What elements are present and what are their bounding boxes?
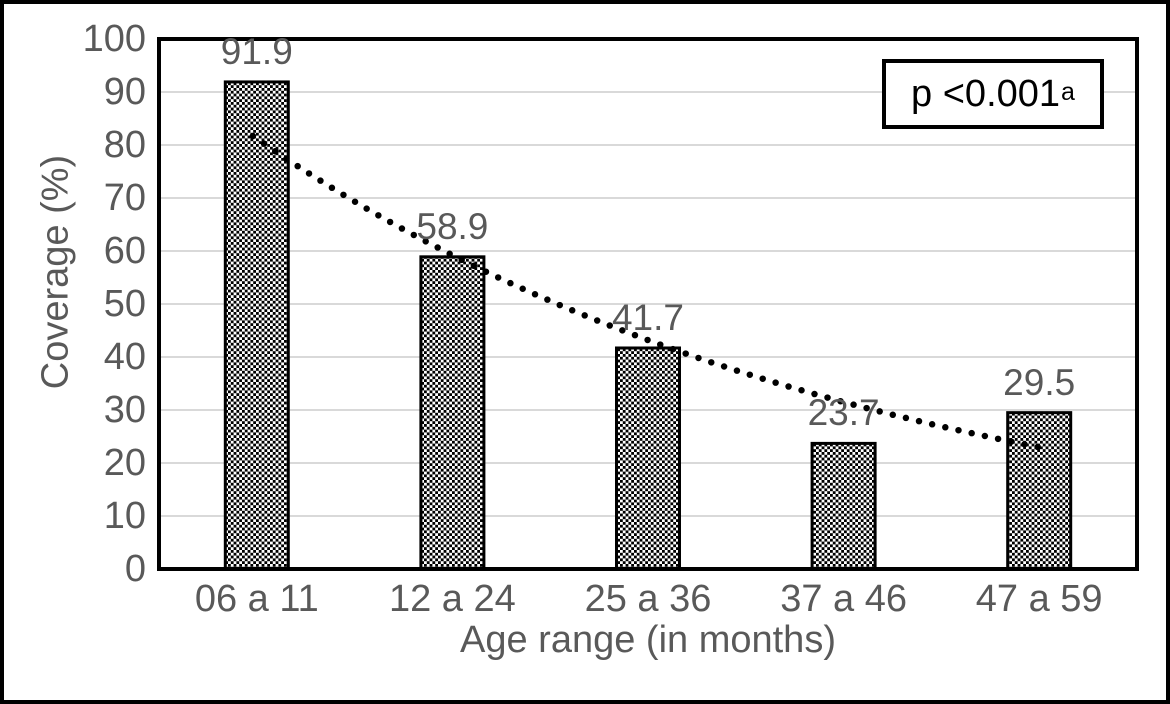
y-tick-label: 50 (103, 283, 146, 325)
y-tick-label: 0 (124, 548, 146, 590)
bar (1006, 411, 1073, 571)
y-tick-label: 80 (103, 124, 146, 166)
x-category-label: 12 a 24 (388, 578, 516, 620)
y-tick-label: 100 (82, 18, 146, 60)
x-axis-title: Age range (in months) (460, 619, 836, 661)
plot-area (157, 37, 1139, 571)
x-category-label: 47 a 59 (975, 578, 1103, 620)
p-value-text: p <0.001 (911, 73, 1061, 115)
bar-value-label: 91.9 (220, 30, 293, 72)
bar-value-label: 29.5 (1003, 361, 1076, 403)
bar-value-label: 23.7 (807, 392, 880, 434)
p-value-box: p <0.001 a (882, 59, 1104, 129)
y-tick-label: 40 (103, 336, 146, 378)
y-tick-label: 60 (103, 230, 146, 272)
trendline-dotted (249, 132, 1055, 453)
p-value-superscript: a (1061, 77, 1075, 106)
x-category-label: 06 a 11 (194, 578, 319, 620)
bar-value-label: 58.9 (416, 205, 489, 247)
x-category-label: 25 a 36 (584, 578, 712, 620)
bar (615, 346, 681, 571)
y-tick-label: 20 (103, 442, 146, 484)
y-tick-label: 70 (103, 177, 146, 219)
bar (223, 80, 290, 571)
bar-value-label: 41.7 (611, 296, 684, 338)
y-tick-label: 30 (103, 389, 146, 431)
bar (419, 255, 486, 571)
x-category-label: 37 a 46 (780, 578, 907, 620)
y-tick-label: 90 (103, 71, 146, 113)
y-tick-label: 10 (103, 495, 146, 537)
bar (810, 441, 877, 571)
plot-border (157, 37, 1139, 571)
